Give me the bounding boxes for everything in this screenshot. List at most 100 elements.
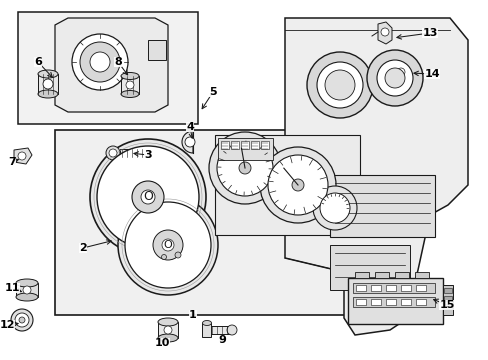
Circle shape — [380, 28, 388, 36]
Text: 3: 3 — [144, 150, 151, 160]
Circle shape — [184, 137, 195, 147]
Circle shape — [97, 146, 199, 248]
Circle shape — [132, 181, 163, 213]
Circle shape — [319, 193, 349, 223]
Bar — [121, 76, 139, 94]
Bar — [442, 285, 452, 315]
Circle shape — [118, 195, 218, 295]
Bar — [385, 285, 395, 291]
Circle shape — [306, 52, 372, 118]
Ellipse shape — [38, 90, 58, 98]
Circle shape — [161, 255, 166, 260]
Bar — [443, 296, 451, 301]
Circle shape — [106, 146, 120, 160]
Circle shape — [11, 309, 33, 331]
Text: 6: 6 — [34, 57, 42, 67]
Bar — [354, 272, 368, 278]
Text: 4: 4 — [185, 122, 194, 132]
Text: 7: 7 — [8, 157, 16, 167]
Circle shape — [316, 62, 362, 108]
Bar — [385, 299, 395, 305]
Bar — [329, 245, 409, 290]
Circle shape — [15, 313, 29, 327]
Bar — [347, 278, 442, 324]
Bar — [414, 272, 428, 278]
Bar — [261, 141, 268, 149]
Circle shape — [126, 81, 134, 89]
Bar — [55, 130, 364, 315]
Circle shape — [366, 50, 422, 106]
Circle shape — [23, 286, 31, 294]
Ellipse shape — [38, 70, 58, 78]
Text: O: O — [163, 240, 172, 250]
Polygon shape — [285, 18, 467, 335]
Circle shape — [163, 326, 172, 334]
Circle shape — [208, 132, 281, 204]
Circle shape — [43, 79, 53, 89]
Circle shape — [90, 52, 110, 72]
Circle shape — [80, 42, 120, 82]
Bar — [218, 138, 272, 160]
Circle shape — [267, 155, 327, 215]
Text: 10: 10 — [154, 338, 169, 348]
Bar — [158, 322, 178, 338]
Circle shape — [239, 162, 250, 174]
Bar — [355, 299, 365, 305]
Ellipse shape — [158, 318, 178, 326]
Text: 1: 1 — [189, 310, 197, 320]
Circle shape — [72, 34, 128, 90]
Circle shape — [125, 202, 210, 288]
Bar — [415, 285, 425, 291]
Ellipse shape — [121, 90, 139, 98]
Bar — [352, 283, 434, 293]
Bar — [16, 283, 38, 297]
Bar — [241, 141, 248, 149]
Bar — [221, 141, 228, 149]
Ellipse shape — [16, 279, 38, 287]
Circle shape — [396, 68, 404, 76]
Bar — [148, 40, 165, 60]
Ellipse shape — [16, 293, 38, 301]
Bar — [230, 141, 239, 149]
Circle shape — [141, 190, 155, 204]
Bar — [443, 304, 451, 309]
Text: 2: 2 — [79, 243, 87, 253]
Bar — [202, 323, 210, 337]
Bar — [370, 299, 380, 305]
Bar — [400, 299, 410, 305]
Bar — [355, 285, 365, 291]
Text: 14: 14 — [423, 69, 439, 79]
Circle shape — [143, 148, 154, 158]
Bar — [374, 272, 388, 278]
Text: O: O — [143, 190, 153, 203]
Circle shape — [217, 140, 272, 196]
Text: 15: 15 — [438, 300, 454, 310]
Bar — [18, 12, 198, 124]
Circle shape — [153, 230, 183, 260]
Circle shape — [18, 152, 26, 160]
Circle shape — [325, 70, 354, 100]
Polygon shape — [14, 148, 32, 164]
Circle shape — [376, 60, 412, 96]
Bar — [394, 272, 408, 278]
Ellipse shape — [202, 320, 211, 325]
Text: 8: 8 — [114, 57, 122, 67]
Text: 9: 9 — [218, 335, 225, 345]
Circle shape — [291, 179, 304, 191]
Circle shape — [90, 139, 205, 255]
Bar — [352, 297, 434, 307]
Bar — [400, 285, 410, 291]
Circle shape — [175, 252, 181, 258]
Bar — [329, 175, 434, 237]
Circle shape — [19, 317, 25, 323]
Text: 12: 12 — [0, 320, 15, 330]
Bar — [38, 74, 58, 94]
Circle shape — [109, 149, 117, 157]
Polygon shape — [55, 18, 168, 112]
Ellipse shape — [121, 72, 139, 80]
Bar — [209, 326, 229, 334]
Wedge shape — [182, 131, 193, 153]
Bar — [415, 299, 425, 305]
Bar — [250, 141, 259, 149]
Circle shape — [226, 325, 237, 335]
